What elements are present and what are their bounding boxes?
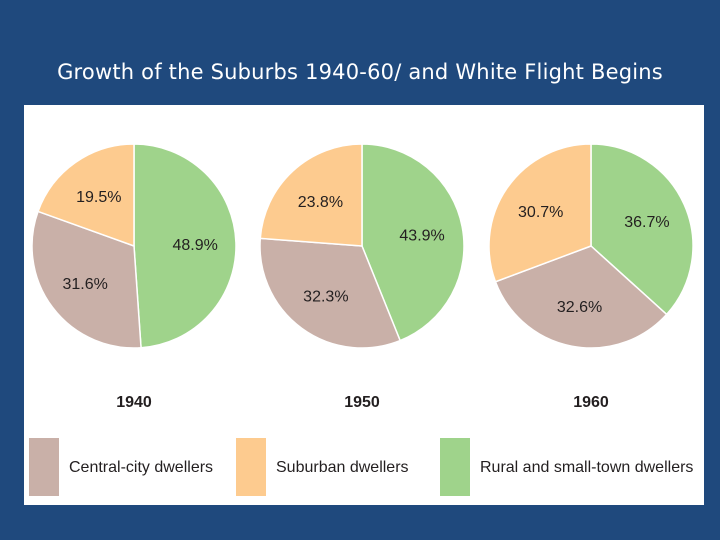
legend-swatch-central-city <box>29 438 59 496</box>
year-label-1960: 1960 <box>573 394 609 411</box>
pie-charts: 48.9% 31.6% 19.5% 1940 43.9% 32.3% 23.8% 1950 36… <box>29 143 694 496</box>
pie-slice-1940-suburban <box>37 143 135 248</box>
data-label-1940-rural: 48.9% <box>172 237 217 254</box>
slide-title: Growth of the Suburbs 1940-60/ and White… <box>57 60 663 84</box>
data-label-1960-suburban: 30.7% <box>518 204 563 221</box>
data-label-1950-rural: 43.9% <box>399 227 444 244</box>
pie-slice-1950-suburban <box>259 143 363 247</box>
data-label-1960-rural: 36.7% <box>624 214 669 231</box>
year-label-1950: 1950 <box>344 394 380 411</box>
pie-slice-1950-rural <box>361 143 465 342</box>
pie-1960: 36.7% 32.6% 30.7% <box>488 143 694 349</box>
chart-panel: 48.9% 31.6% 19.5% 1940 43.9% 32.3% 23.8% 1950 36… <box>24 105 704 505</box>
pie-slice-1950-central-city <box>259 237 402 349</box>
legend-swatch-rural <box>440 438 470 496</box>
data-label-1950-central-city: 32.3% <box>303 288 348 305</box>
legend-label-suburban: Suburban dwellers <box>276 459 409 476</box>
legend-label-central-city: Central-city dwellers <box>69 459 213 476</box>
data-label-1960-central-city: 32.6% <box>557 299 602 316</box>
data-label-1950-suburban: 23.8% <box>298 194 343 211</box>
year-label-1940: 1940 <box>116 394 152 411</box>
pie-slice-1960-central-city <box>494 245 668 349</box>
data-label-1940-suburban: 19.5% <box>76 189 121 206</box>
legend: Central-city dwellers Suburban dwellers Ru… <box>29 438 693 496</box>
pie-slice-1960-suburban <box>488 143 592 283</box>
pie-1940: 48.9% 31.6% 19.5% <box>31 143 237 349</box>
data-label-1940-central-city: 31.6% <box>62 276 107 293</box>
pie-slice-1940-rural <box>133 143 237 349</box>
pie-slice-1960-rural <box>590 143 694 316</box>
legend-swatch-suburban <box>236 438 266 496</box>
pie-slice-1940-central-city <box>31 210 142 349</box>
pie-1950: 43.9% 32.3% 23.8% <box>259 143 465 349</box>
legend-label-rural: Rural and small-town dwellers <box>480 459 693 476</box>
